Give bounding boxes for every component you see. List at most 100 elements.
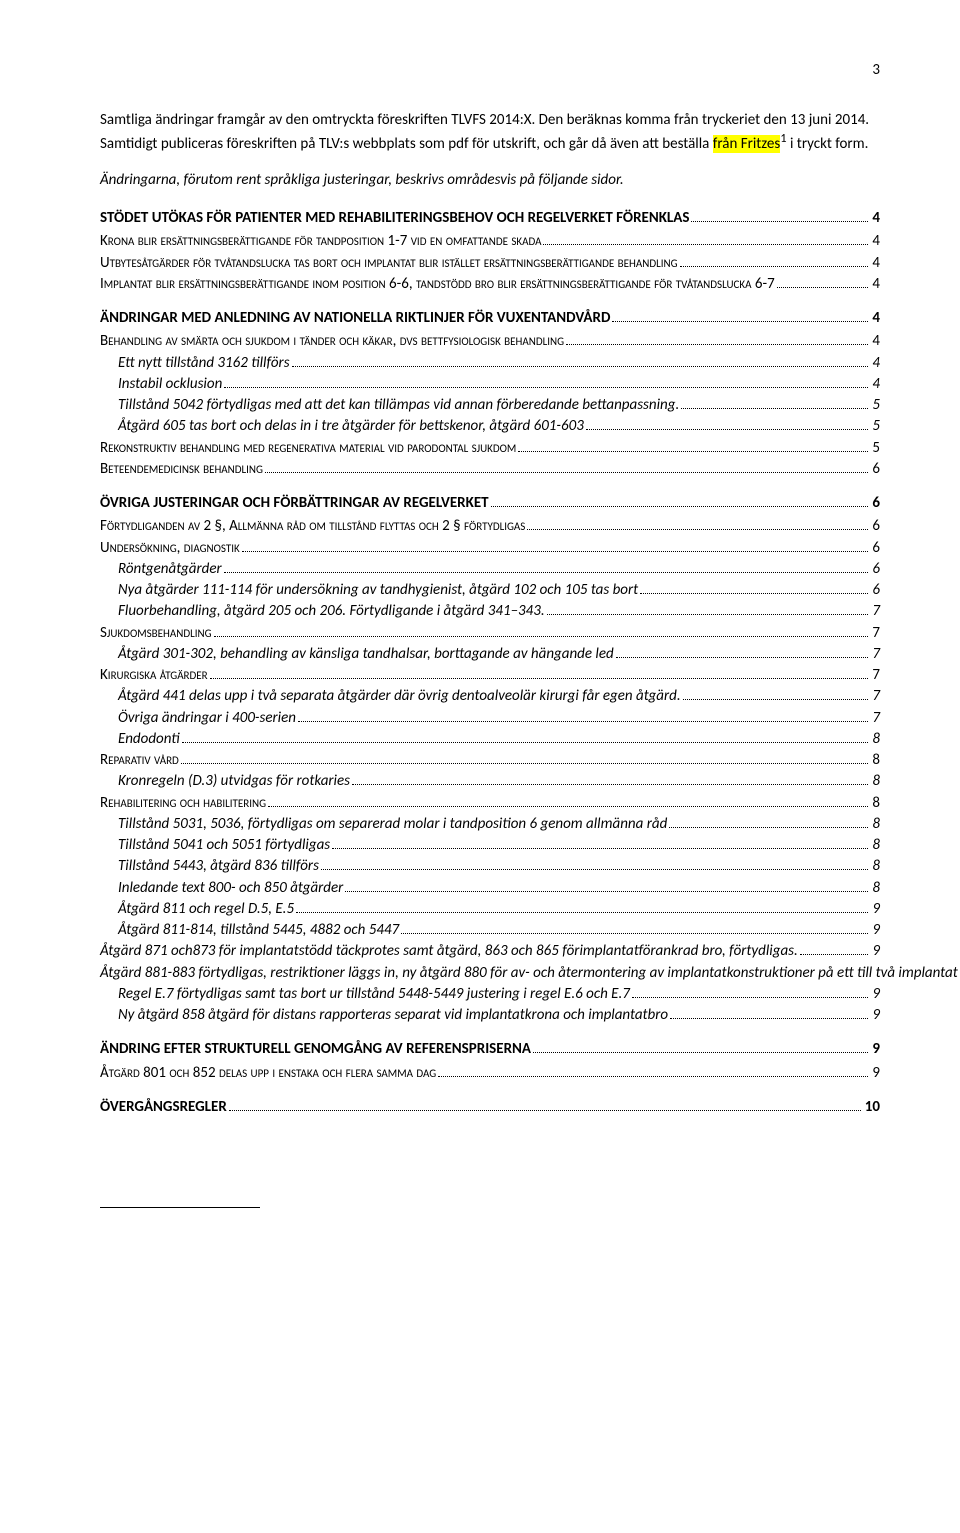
toc-entry: Undersökning, diagnostik 6	[100, 538, 880, 558]
toc-entry: Åtgärd 441 delas upp i två separata åtgä…	[100, 686, 880, 706]
toc-entry: Åtgärd 301-302, behandling av känsliga t…	[100, 644, 880, 664]
toc-entry-page: 6	[870, 538, 880, 558]
toc-entry: Implantat blir ersättningsberättigande i…	[100, 274, 880, 294]
toc-entry-text: Ny åtgärd 858 åtgärd för distans rapport…	[118, 1005, 668, 1025]
toc-entry-text: Åtgärd 811 och regel D.5, E.5	[118, 899, 294, 919]
toc-entry-text: Åtgärd 801 och 852 delas upp i enstaka o…	[100, 1063, 436, 1083]
toc-entry: Fluorbehandling, åtgärd 205 och 206. För…	[100, 601, 880, 621]
toc-entry: Tillstånd 5041 och 5051 förtydligas 8	[100, 835, 880, 855]
toc-entry-text: Nya åtgärder 111-114 för undersökning av…	[118, 580, 638, 600]
toc-leader-dots	[800, 942, 869, 955]
toc-leader-dots	[680, 254, 869, 267]
toc-leader-dots	[612, 309, 868, 322]
toc-entry: Tillstånd 5031, 5036, förtydligas om sep…	[100, 814, 880, 834]
toc-entry-page: 7	[870, 686, 880, 706]
toc-entry-text: Åtgärd 301-302, behandling av känsliga t…	[118, 644, 614, 664]
toc-entry-text: Reparativ vård	[100, 750, 179, 770]
toc-entry-page: 5	[870, 438, 880, 458]
toc-entry-page: 8	[870, 729, 880, 749]
toc-entry: Åtgärd 811 och regel D.5, E.59	[100, 899, 880, 919]
toc-entry-text: Tillstånd 5443, åtgärd 836 tillförs	[118, 856, 319, 876]
toc-entry-page: 6	[870, 459, 880, 479]
toc-leader-dots	[586, 417, 869, 430]
toc-entry-page: 7	[870, 665, 880, 685]
toc-entry-page: 9	[870, 1063, 880, 1083]
toc-leader-dots	[345, 879, 868, 892]
toc-entry-text: Åtgärd 881-883 förtydligas, restriktione…	[100, 963, 958, 983]
toc-leader-dots	[566, 332, 868, 345]
toc-leader-dots	[352, 772, 868, 785]
toc-leader-dots	[265, 460, 868, 473]
toc-leader-dots	[681, 396, 868, 409]
toc-entry-text: Övriga ändringar i 400-serien	[118, 708, 296, 728]
toc-entry: ÄNDRING EFTER STRUKTURELL GENOMGÅNG AV R…	[100, 1039, 880, 1059]
footnote-divider	[100, 1207, 260, 1208]
toc-entry-text: STÖDET UTÖKAS FÖR PATIENTER MED REHABILI…	[100, 208, 689, 228]
toc-leader-dots	[181, 751, 869, 764]
toc-entry-page: 4	[870, 208, 880, 228]
toc-entry-page: 8	[870, 856, 880, 876]
toc-entry-text: Rehabilitering och habilitering	[100, 793, 266, 813]
toc-entry-page: 4	[870, 274, 880, 294]
toc-entry-text: ÄNDRING EFTER STRUKTURELL GENOMGÅNG AV R…	[100, 1039, 531, 1059]
toc-entry: ÄNDRINGAR MED ANLEDNING AV NATIONELLA RI…	[100, 308, 880, 328]
toc-entry-page: 7	[870, 644, 880, 664]
toc-entry-text: Tillstånd 5031, 5036, förtydligas om sep…	[118, 814, 667, 834]
toc-entry-text: Endodonti	[118, 729, 180, 749]
toc-entry: Regel E.7 förtydligas samt tas bort ur t…	[100, 984, 880, 1004]
toc-entry-text: Fluorbehandling, åtgärd 205 och 206. För…	[118, 601, 545, 621]
toc-entry: Kronregeln (D.3) utvidgas för rotkaries8	[100, 771, 880, 791]
toc-entry: Ett nytt tillstånd 3162 tillförs4	[100, 353, 880, 373]
toc-entry-text: Instabil ocklusion	[118, 374, 222, 394]
toc-entry: Krona blir ersättningsberättigande för t…	[100, 231, 880, 251]
toc-leader-dots	[224, 375, 868, 388]
toc-entry-page: 8	[870, 835, 880, 855]
toc-entry: Åtgärd 881-883 förtydligas, restriktione…	[100, 963, 880, 983]
toc-entry-text: Kronregeln (D.3) utvidgas för rotkaries	[118, 771, 350, 791]
toc-entry: STÖDET UTÖKAS FÖR PATIENTER MED REHABILI…	[100, 208, 880, 228]
intro-para-2: Ändringarna, förutom rent språkliga just…	[100, 170, 880, 190]
toc-entry: Endodonti 8	[100, 729, 880, 749]
toc-entry-page: 8	[870, 878, 880, 898]
toc-entry-page: 4	[870, 331, 880, 351]
toc-leader-dots	[683, 687, 869, 700]
toc-leader-dots	[632, 985, 868, 998]
toc-leader-dots	[214, 624, 869, 637]
intro-text-b: i tryckt form.	[787, 135, 869, 153]
toc-entry-page: 9	[870, 941, 880, 961]
toc-entry: ÖVERGÅNGSREGLER10	[100, 1097, 880, 1117]
toc-entry-text: Förtydliganden av 2 §, Allmänna råd om t…	[100, 516, 525, 536]
toc-entry-page: 4	[870, 374, 880, 394]
toc-entry: Åtgärd 605 tas bort och delas in i tre å…	[100, 416, 880, 436]
toc-entry-page: 9	[870, 920, 880, 940]
toc-leader-dots	[182, 730, 869, 743]
toc-leader-dots	[296, 900, 868, 913]
toc-entry-text: Implantat blir ersättningsberättigande i…	[100, 274, 775, 294]
toc-entry-text: Sjukdomsbehandling	[100, 623, 212, 643]
toc-entry: Inledande text 800- och 850 åtgärder8	[100, 878, 880, 898]
toc-leader-dots	[298, 709, 868, 722]
toc-entry: Sjukdomsbehandling 7	[100, 623, 880, 643]
toc-leader-dots	[321, 857, 868, 870]
toc-leader-dots	[547, 602, 869, 615]
toc-entry: Rehabilitering och habilitering8	[100, 793, 880, 813]
toc-leader-dots	[533, 1040, 868, 1053]
toc-entry-page: 6	[870, 559, 880, 579]
toc-entry: Tillstånd 5443, åtgärd 836 tillförs 8	[100, 856, 880, 876]
intro-para-1: Samtliga ändringar framgår av den omtryc…	[100, 110, 880, 154]
toc-leader-dots	[616, 645, 869, 658]
toc-entry-text: Beteendemedicinsk behandling	[100, 459, 263, 479]
toc-entry-page: 10	[863, 1097, 880, 1117]
toc-entry-page: 6	[870, 516, 880, 536]
toc-entry-text: Åtgärd 605 tas bort och delas in i tre å…	[118, 416, 584, 436]
toc-entry: Beteendemedicinsk behandling 6	[100, 459, 880, 479]
toc-entry-text: ÖVRIGA JUSTERINGAR OCH FÖRBÄTTRINGAR AV …	[100, 493, 489, 513]
toc-entry-page: 6	[870, 493, 880, 513]
toc-leader-dots	[640, 581, 868, 594]
toc-entry-text: Röntgenåtgärder	[118, 559, 222, 579]
toc-entry-page: 7	[870, 623, 880, 643]
toc-leader-dots	[491, 494, 869, 507]
toc-entry-text: Tillstånd 5041 och 5051 förtydligas	[118, 835, 330, 855]
toc-entry: Ny åtgärd 858 åtgärd för distans rapport…	[100, 1005, 880, 1025]
toc-entry-text: Undersökning, diagnostik	[100, 538, 240, 558]
